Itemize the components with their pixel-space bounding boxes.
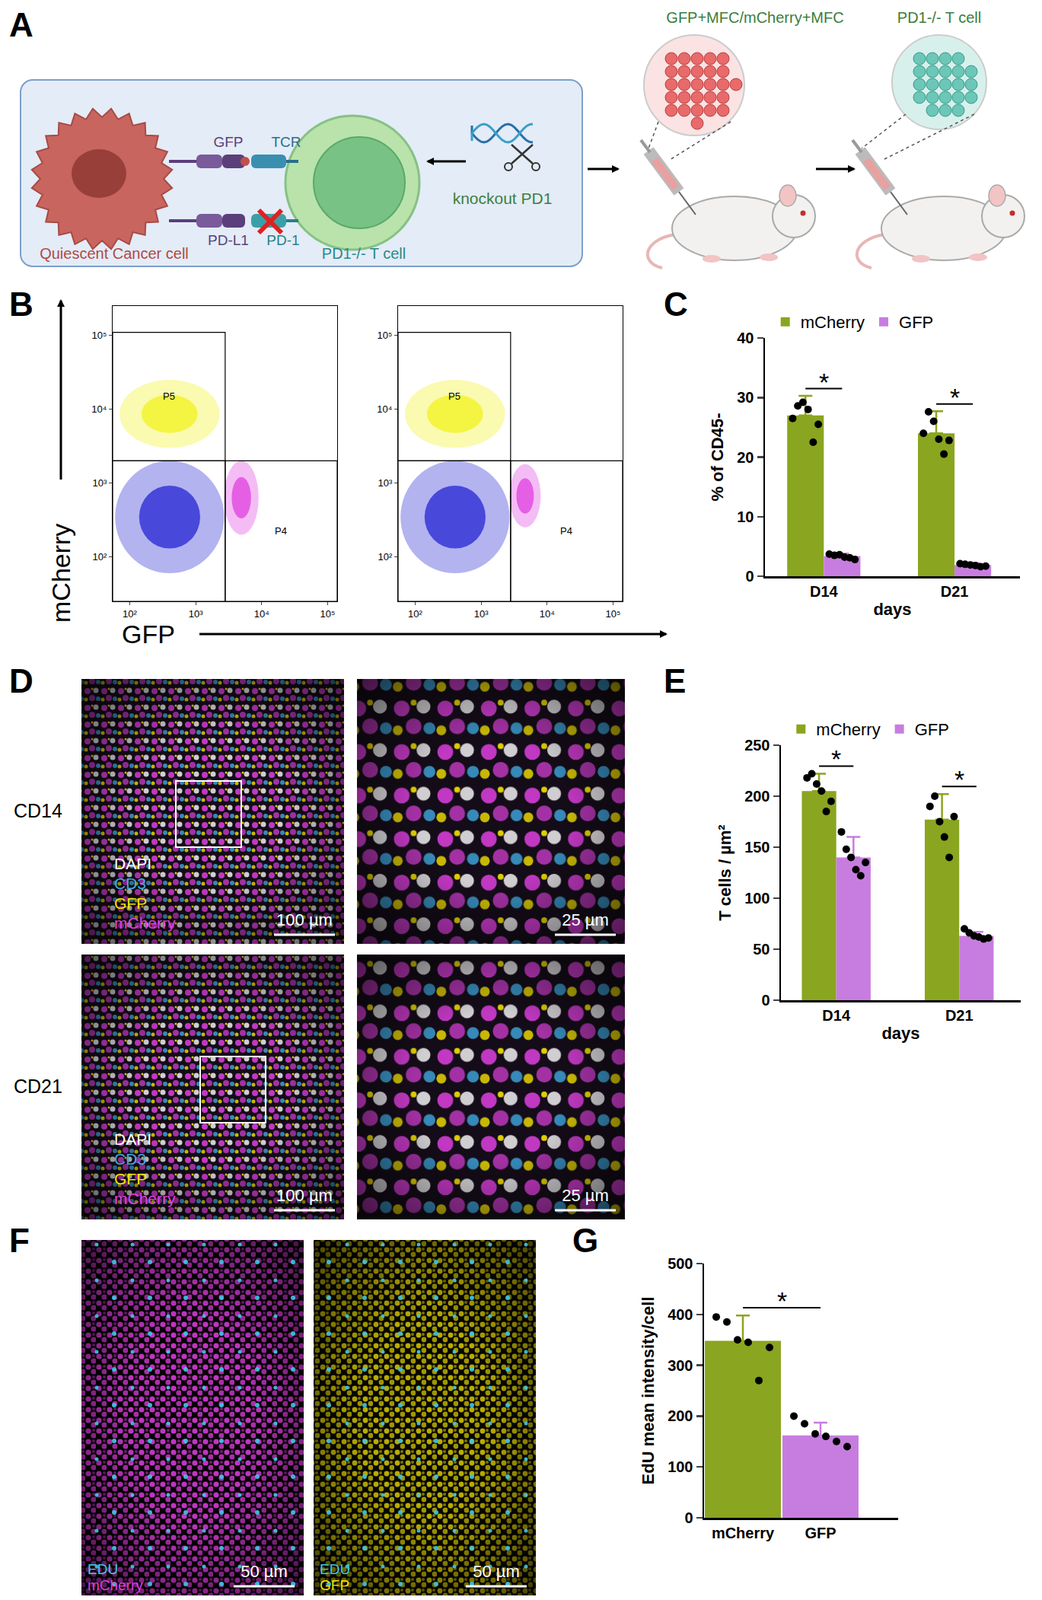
svg-text:10⁵: 10⁵ bbox=[605, 608, 621, 620]
svg-text:10⁵: 10⁵ bbox=[377, 329, 393, 341]
svg-text:mCherry: mCherry bbox=[46, 523, 76, 623]
svg-text:GFP: GFP bbox=[898, 312, 934, 332]
svg-text:50 µm: 50 µm bbox=[240, 1561, 288, 1581]
svg-text:P4: P4 bbox=[274, 525, 287, 537]
svg-text:CD3: CD3 bbox=[114, 1150, 147, 1168]
svg-text:10³: 10³ bbox=[188, 608, 204, 620]
svg-text:10³: 10³ bbox=[92, 477, 108, 489]
svg-text:EdU mean intensity/cell: EdU mean intensity/cell bbox=[638, 1296, 658, 1485]
svg-text:10⁴: 10⁴ bbox=[539, 608, 555, 620]
svg-text:GFP+MFC/mCherry+MFC: GFP+MFC/mCherry+MFC bbox=[665, 9, 844, 26]
svg-text:mCherry: mCherry bbox=[114, 914, 176, 932]
svg-text:mCherry: mCherry bbox=[87, 1577, 144, 1594]
svg-text:DAPI: DAPI bbox=[114, 1130, 152, 1148]
svg-text:*: * bbox=[831, 744, 842, 774]
svg-text:days: days bbox=[881, 1023, 920, 1043]
svg-text:days: days bbox=[873, 599, 912, 619]
svg-text:GFP: GFP bbox=[319, 1577, 350, 1594]
svg-text:Quiescent Cancer cell: Quiescent Cancer cell bbox=[39, 245, 189, 262]
svg-text:mCherry: mCherry bbox=[800, 312, 865, 332]
svg-text:400: 400 bbox=[667, 1306, 693, 1323]
svg-text:100: 100 bbox=[744, 889, 770, 907]
svg-text:EDU: EDU bbox=[319, 1561, 351, 1578]
svg-text:PD1-/- T cell: PD1-/- T cell bbox=[321, 245, 406, 262]
svg-text:10³: 10³ bbox=[474, 608, 489, 620]
svg-text:P5: P5 bbox=[448, 390, 461, 402]
svg-text:50: 50 bbox=[752, 940, 770, 958]
svg-text:mCherry: mCherry bbox=[711, 1524, 775, 1542]
svg-text:300: 300 bbox=[667, 1357, 693, 1374]
svg-text:mCherry: mCherry bbox=[815, 720, 880, 740]
svg-text:PD-1: PD-1 bbox=[266, 232, 300, 249]
svg-text:B: B bbox=[9, 285, 34, 323]
svg-text:CD14: CD14 bbox=[13, 799, 63, 822]
svg-text:C: C bbox=[663, 285, 689, 323]
svg-text:0: 0 bbox=[684, 1509, 693, 1527]
svg-text:EDU: EDU bbox=[87, 1561, 118, 1578]
svg-text:0: 0 bbox=[745, 567, 754, 585]
svg-text:10⁵: 10⁵ bbox=[92, 329, 108, 341]
svg-text:GFP: GFP bbox=[804, 1524, 836, 1542]
svg-text:10²: 10² bbox=[92, 551, 108, 563]
svg-text:GFP: GFP bbox=[114, 894, 147, 912]
svg-text:10³: 10³ bbox=[378, 477, 393, 489]
svg-text:knockout PD1: knockout PD1 bbox=[452, 189, 553, 208]
svg-text:A: A bbox=[9, 6, 34, 44]
svg-text:PD-L1: PD-L1 bbox=[207, 232, 249, 249]
svg-text:CD21: CD21 bbox=[13, 1075, 63, 1097]
svg-text:10²: 10² bbox=[407, 608, 423, 620]
svg-text:% of CD45-: % of CD45- bbox=[707, 412, 727, 501]
svg-text:150: 150 bbox=[744, 838, 770, 856]
svg-text:10⁴: 10⁴ bbox=[254, 608, 270, 620]
svg-text:TCR: TCR bbox=[270, 133, 301, 150]
svg-text:*: * bbox=[777, 1286, 788, 1316]
svg-text:250: 250 bbox=[744, 736, 770, 754]
svg-text:GFP: GFP bbox=[114, 1169, 147, 1188]
svg-text:P4: P4 bbox=[560, 525, 573, 537]
svg-text:10²: 10² bbox=[122, 608, 138, 620]
svg-text:200: 200 bbox=[744, 787, 770, 805]
svg-text:F: F bbox=[9, 1221, 30, 1259]
svg-text:100 µm: 100 µm bbox=[276, 910, 333, 930]
svg-text:*: * bbox=[954, 764, 965, 794]
svg-text:0: 0 bbox=[761, 991, 770, 1009]
svg-text:*: * bbox=[949, 382, 960, 412]
svg-text:40: 40 bbox=[736, 329, 754, 347]
svg-text:100: 100 bbox=[667, 1458, 693, 1476]
svg-text:25 µm: 25 µm bbox=[561, 910, 609, 930]
svg-text:GFP: GFP bbox=[121, 619, 176, 649]
svg-text:10⁵: 10⁵ bbox=[319, 608, 335, 620]
svg-text:30: 30 bbox=[736, 388, 754, 406]
svg-text:D: D bbox=[9, 662, 34, 700]
svg-text:D14: D14 bbox=[809, 583, 839, 600]
svg-text:GFP: GFP bbox=[914, 720, 950, 740]
svg-text:10⁴: 10⁴ bbox=[91, 403, 107, 415]
svg-text:500: 500 bbox=[667, 1255, 693, 1272]
svg-text:DAPI: DAPI bbox=[114, 854, 152, 873]
svg-text:T cells / µm²: T cells / µm² bbox=[715, 824, 735, 921]
svg-text:20: 20 bbox=[736, 449, 754, 466]
svg-text:D14: D14 bbox=[822, 1006, 851, 1024]
svg-text:50 µm: 50 µm bbox=[472, 1561, 520, 1581]
svg-text:P5: P5 bbox=[162, 390, 176, 402]
svg-text:CD3: CD3 bbox=[114, 874, 147, 893]
svg-text:mCherry: mCherry bbox=[114, 1189, 176, 1208]
svg-text:200: 200 bbox=[667, 1407, 693, 1425]
svg-text:25 µm: 25 µm bbox=[561, 1185, 609, 1205]
svg-text:10⁴: 10⁴ bbox=[376, 403, 392, 415]
svg-text:10²: 10² bbox=[378, 551, 393, 563]
svg-text:GFP: GFP bbox=[213, 133, 243, 150]
svg-text:*: * bbox=[818, 367, 829, 397]
svg-text:D21: D21 bbox=[945, 1006, 974, 1024]
svg-text:G: G bbox=[572, 1221, 599, 1259]
svg-text:E: E bbox=[663, 662, 686, 700]
svg-text:100 µm: 100 µm bbox=[276, 1185, 333, 1205]
svg-text:PD1-/- T cell: PD1-/- T cell bbox=[897, 9, 982, 26]
svg-text:10: 10 bbox=[736, 508, 754, 526]
svg-text:D21: D21 bbox=[940, 583, 969, 600]
